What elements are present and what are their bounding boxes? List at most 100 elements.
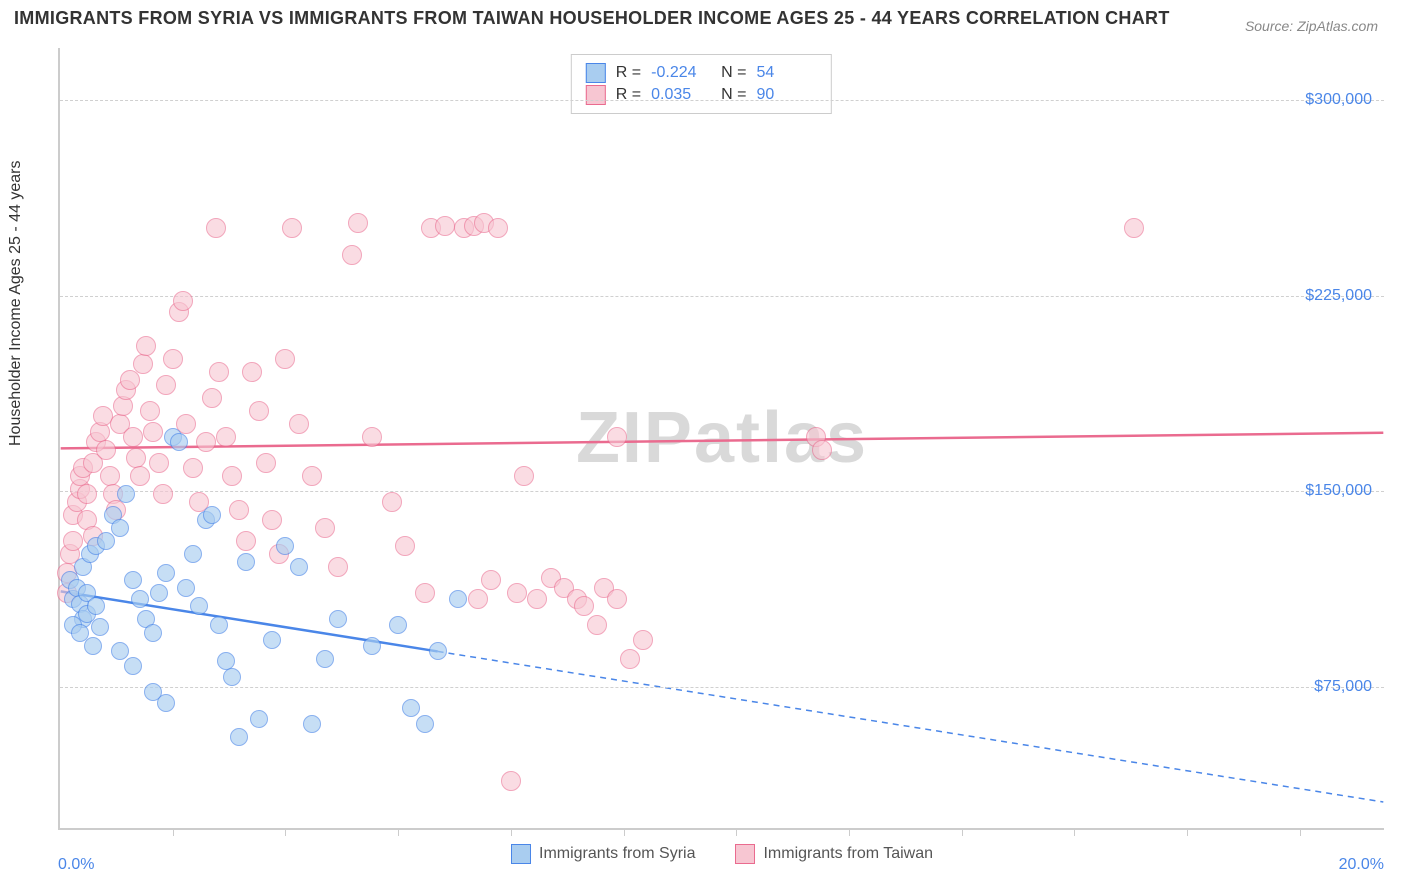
data-point-syria xyxy=(124,571,142,589)
data-point-taiwan xyxy=(136,336,156,356)
swatch-taiwan xyxy=(586,85,606,105)
x-tick xyxy=(962,828,963,836)
data-point-taiwan xyxy=(435,216,455,236)
data-point-taiwan xyxy=(342,245,362,265)
data-point-taiwan xyxy=(209,362,229,382)
data-point-taiwan xyxy=(514,466,534,486)
data-point-syria xyxy=(144,624,162,642)
data-point-taiwan xyxy=(77,484,97,504)
legend-item-syria: Immigrants from Syria xyxy=(511,844,695,864)
x-tick xyxy=(173,828,174,836)
data-point-taiwan xyxy=(262,510,282,530)
data-point-taiwan xyxy=(222,466,242,486)
data-point-taiwan xyxy=(133,354,153,374)
r-label: R = xyxy=(616,64,641,82)
data-point-taiwan xyxy=(275,349,295,369)
data-point-taiwan xyxy=(812,440,832,460)
data-point-syria xyxy=(429,642,447,660)
data-point-taiwan xyxy=(202,388,222,408)
legend-item-taiwan: Immigrants from Taiwan xyxy=(735,844,933,864)
data-point-taiwan xyxy=(126,448,146,468)
data-point-taiwan xyxy=(289,414,309,434)
x-tick xyxy=(849,828,850,836)
x-tick xyxy=(398,828,399,836)
swatch-syria xyxy=(586,63,606,83)
data-point-syria xyxy=(329,610,347,628)
data-point-taiwan xyxy=(633,630,653,650)
data-point-taiwan xyxy=(607,589,627,609)
plot-area: ZIPatlas R = -0.224 N = 54 R = 0.035 N =… xyxy=(58,48,1384,830)
data-point-taiwan xyxy=(196,432,216,452)
x-axis-min-label: 0.0% xyxy=(58,856,94,874)
data-point-syria xyxy=(416,715,434,733)
data-point-syria xyxy=(203,506,221,524)
data-point-syria xyxy=(117,485,135,503)
data-point-syria xyxy=(177,579,195,597)
data-point-syria xyxy=(111,642,129,660)
data-point-syria xyxy=(91,618,109,636)
correlation-chart: IMMIGRANTS FROM SYRIA VS IMMIGRANTS FROM… xyxy=(0,0,1406,892)
data-point-taiwan xyxy=(256,453,276,473)
data-point-taiwan xyxy=(587,615,607,635)
data-point-syria xyxy=(230,728,248,746)
gridline-h xyxy=(60,296,1384,297)
data-point-taiwan xyxy=(527,589,547,609)
legend-label-syria: Immigrants from Syria xyxy=(539,845,695,863)
syria-n-value: 54 xyxy=(756,64,816,82)
data-point-syria xyxy=(316,650,334,668)
data-point-taiwan xyxy=(242,362,262,382)
y-tick-label: $300,000 xyxy=(1305,91,1372,109)
data-point-taiwan xyxy=(100,466,120,486)
data-point-syria xyxy=(449,590,467,608)
data-point-taiwan xyxy=(302,466,322,486)
data-point-taiwan xyxy=(507,583,527,603)
x-tick xyxy=(1187,828,1188,836)
data-point-taiwan xyxy=(236,531,256,551)
data-point-taiwan xyxy=(96,440,116,460)
syria-r-value: -0.224 xyxy=(651,64,711,82)
data-point-syria xyxy=(210,616,228,634)
gridline-h xyxy=(60,100,1384,101)
data-point-syria xyxy=(131,590,149,608)
data-point-taiwan xyxy=(63,531,83,551)
data-point-taiwan xyxy=(149,453,169,473)
data-point-taiwan xyxy=(216,427,236,447)
x-tick xyxy=(1300,828,1301,836)
stats-row-syria: R = -0.224 N = 54 xyxy=(586,63,817,83)
source-attribution: Source: ZipAtlas.com xyxy=(1245,18,1378,34)
data-point-syria xyxy=(190,597,208,615)
data-point-syria xyxy=(87,597,105,615)
data-point-taiwan xyxy=(415,583,435,603)
data-point-taiwan xyxy=(249,401,269,421)
data-point-syria xyxy=(157,694,175,712)
data-point-taiwan xyxy=(501,771,521,791)
x-tick xyxy=(624,828,625,836)
y-axis-label: Householder Income Ages 25 - 44 years xyxy=(7,161,25,447)
n-label: N = xyxy=(721,86,746,104)
y-tick-label: $75,000 xyxy=(1314,678,1372,696)
data-point-taiwan xyxy=(607,427,627,447)
y-tick-label: $225,000 xyxy=(1305,287,1372,305)
data-point-taiwan xyxy=(382,492,402,512)
data-point-syria xyxy=(250,710,268,728)
legend-label-taiwan: Immigrants from Taiwan xyxy=(763,845,933,863)
data-point-taiwan xyxy=(206,218,226,238)
data-point-taiwan xyxy=(362,427,382,447)
data-point-taiwan xyxy=(120,370,140,390)
data-point-taiwan xyxy=(163,349,183,369)
data-point-syria xyxy=(389,616,407,634)
data-point-syria xyxy=(124,657,142,675)
data-point-syria xyxy=(276,537,294,555)
data-point-syria xyxy=(111,519,129,537)
data-point-taiwan xyxy=(140,401,160,421)
data-point-syria xyxy=(170,433,188,451)
data-point-syria xyxy=(402,699,420,717)
gridline-h xyxy=(60,491,1384,492)
data-point-syria xyxy=(303,715,321,733)
data-point-taiwan xyxy=(481,570,501,590)
chart-title: IMMIGRANTS FROM SYRIA VS IMMIGRANTS FROM… xyxy=(14,8,1170,29)
data-point-syria xyxy=(223,668,241,686)
data-point-taiwan xyxy=(1124,218,1144,238)
bottom-legend: Immigrants from Syria Immigrants from Ta… xyxy=(511,844,933,864)
data-point-taiwan xyxy=(173,291,193,311)
